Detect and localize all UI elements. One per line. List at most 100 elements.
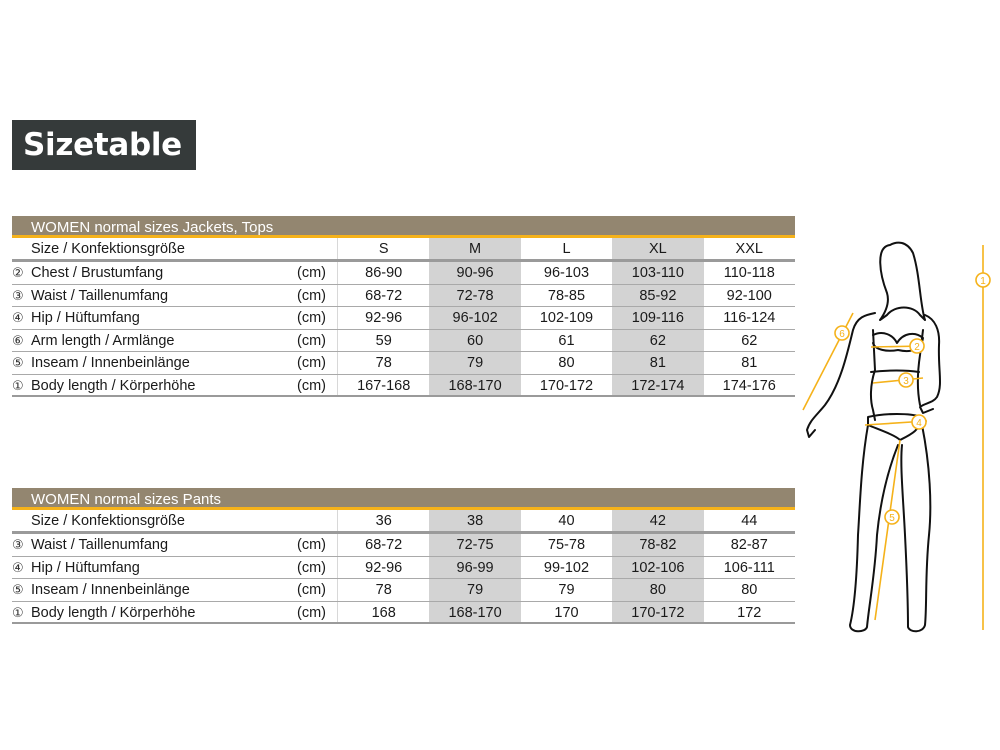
value-cell: 62	[741, 332, 758, 349]
measurement-label-cell: ⑥ Arm length / Armlänge (cm)	[12, 329, 338, 351]
size-l: L	[562, 241, 571, 257]
measurement-number-icon: ④	[12, 310, 24, 325]
value-cell: 96-103	[543, 265, 590, 281]
value-cell: 170	[554, 604, 579, 621]
measurement-label-cell: ① Body length / Körperhöhe (cm)	[12, 374, 338, 395]
measurement-number-icon: ①	[12, 377, 24, 393]
unit-label: (cm)	[297, 582, 326, 598]
measurement-label-cell: ⑤ Inseam / Innenbeinlänge (cm)	[12, 579, 338, 601]
measurement-label: Body length / Körperhöhe	[31, 377, 196, 394]
measurement-number-icon: ③	[12, 287, 24, 303]
table-row: ③ Waist / Taillenumfang (cm) 68-72 72-78 78-8…	[12, 284, 795, 307]
value-cell: 60	[429, 329, 521, 351]
table-heading: WOMEN normal sizes Jackets, Tops	[12, 216, 795, 238]
size-m: M	[429, 238, 521, 259]
value-cell: 80	[558, 355, 575, 371]
measurement-label: Body length / Körperhöhe	[31, 604, 196, 621]
value-cell: 174-176	[722, 377, 776, 394]
unit-label: (cm)	[297, 604, 326, 621]
value-cell: 168	[371, 604, 396, 621]
value-cell: 92-96	[365, 310, 403, 326]
value-cell: 85-92	[612, 284, 704, 306]
size-s: S	[378, 241, 389, 257]
value-cell: 79	[429, 352, 521, 374]
measurement-label-cell: ④ Hip / Hüftumfang (cm)	[12, 556, 338, 578]
measurement-label: Waist / Taillenumfang	[31, 287, 169, 304]
size-40: 40	[558, 513, 575, 529]
value-cell: 79	[558, 582, 575, 598]
table-row: ⑥ Arm length / Armlänge (cm) 59 60 61 62 62	[12, 329, 795, 352]
value-cell: 109-116	[612, 307, 704, 329]
jackets-tops-size-table: WOMEN normal sizes Jackets, Tops Size / …	[12, 216, 795, 397]
svg-text:6: 6	[839, 329, 845, 340]
size-xl: XL	[612, 238, 704, 259]
measurement-label-cell: ① Body length / Körperhöhe (cm)	[12, 601, 338, 622]
measurement-label-cell: ⑤ Inseam / Innenbeinlänge (cm)	[12, 352, 338, 374]
size-44: 44	[741, 513, 758, 529]
value-cell: 116-124	[723, 310, 776, 326]
svg-text:3: 3	[903, 376, 909, 387]
value-cell: 103-110	[612, 262, 704, 284]
measurement-label-cell: ④ Hip / Hüftumfang (cm)	[12, 307, 338, 329]
unit-label: (cm)	[297, 287, 326, 304]
table-row: ① Body length / Körperhöhe (cm) 167-168 168-…	[12, 374, 795, 397]
measurement-label: Hip / Hüftumfang	[31, 559, 140, 576]
value-cell: 102-109	[539, 310, 594, 326]
measurement-number-icon: ①	[12, 604, 24, 620]
value-cell: 80	[612, 579, 704, 601]
unit-label: (cm)	[297, 332, 326, 349]
value-cell: 78-85	[547, 287, 586, 304]
size-38: 38	[429, 510, 521, 531]
value-cell: 172-174	[612, 374, 704, 395]
svg-text:2: 2	[914, 342, 920, 353]
size-header-row: Size / Konfektionsgröße S M L XL XXL	[12, 238, 795, 262]
value-cell: 102-106	[612, 556, 704, 578]
unit-label: (cm)	[297, 310, 326, 326]
measurement-label: Hip / Hüftumfang	[31, 310, 140, 326]
unit-label: (cm)	[297, 377, 326, 394]
value-cell: 167-168	[357, 377, 411, 394]
measurement-number-icon: ④	[12, 559, 24, 575]
value-cell: 168-170	[429, 374, 521, 395]
unit-label: (cm)	[297, 265, 326, 281]
value-cell: 75-78	[547, 537, 586, 553]
value-cell: 78-82	[612, 534, 704, 556]
table-row: ③ Waist / Taillenumfang (cm) 68-72 72-75 75-7…	[12, 534, 795, 557]
measurement-label-cell: ③ Waist / Taillenumfang (cm)	[12, 284, 338, 306]
size-36: 36	[375, 513, 392, 529]
value-cell: 81	[612, 352, 704, 374]
measurement-label-cell: ③ Waist / Taillenumfang (cm)	[12, 534, 338, 556]
value-cell: 172	[737, 604, 762, 621]
measurement-label: Chest / Brustumfang	[31, 265, 164, 281]
unit-label: (cm)	[297, 559, 326, 576]
measurement-number-icon: ⑥	[12, 332, 24, 348]
value-cell: 72-75	[429, 534, 521, 556]
unit-label: (cm)	[297, 537, 326, 553]
value-cell: 170-172	[539, 377, 594, 394]
value-cell: 78	[375, 355, 392, 371]
value-cell: 99-102	[543, 559, 590, 576]
size-header-row: Size / Konfektionsgröße 36 38 40 42 44	[12, 510, 795, 534]
table-row: ⑤ Inseam / Innenbeinlänge (cm) 78 79 80 81 81	[12, 352, 795, 375]
value-cell: 79	[429, 579, 521, 601]
measurement-label-cell: ② Chest / Brustumfang (cm)	[12, 262, 338, 284]
value-cell: 92-100	[726, 287, 772, 304]
value-cell: 96-102	[429, 307, 521, 329]
value-cell: 90-96	[429, 262, 521, 284]
table-row: ④ Hip / Hüftumfang (cm) 92-96 96-99 99-102 102…	[12, 556, 795, 579]
value-cell: 86-90	[365, 265, 403, 281]
svg-text:1: 1	[980, 276, 986, 287]
value-cell: 92-96	[365, 559, 403, 576]
measurement-number-icon: ②	[12, 265, 24, 280]
measurement-label: Inseam / Innenbeinlänge	[31, 355, 190, 371]
value-cell: 168-170	[429, 601, 521, 622]
pants-size-table: WOMEN normal sizes Pants Size / Konfekti…	[12, 488, 795, 624]
value-cell: 81	[741, 355, 758, 371]
size-xxl: XXL	[735, 241, 763, 257]
value-cell: 59	[375, 332, 392, 349]
size-label: Size / Konfektionsgröße	[31, 241, 185, 257]
measurement-label: Waist / Taillenumfang	[31, 537, 169, 553]
measurement-number-icon: ③	[12, 537, 24, 552]
value-cell: 80	[741, 582, 758, 598]
unit-label: (cm)	[297, 355, 326, 371]
